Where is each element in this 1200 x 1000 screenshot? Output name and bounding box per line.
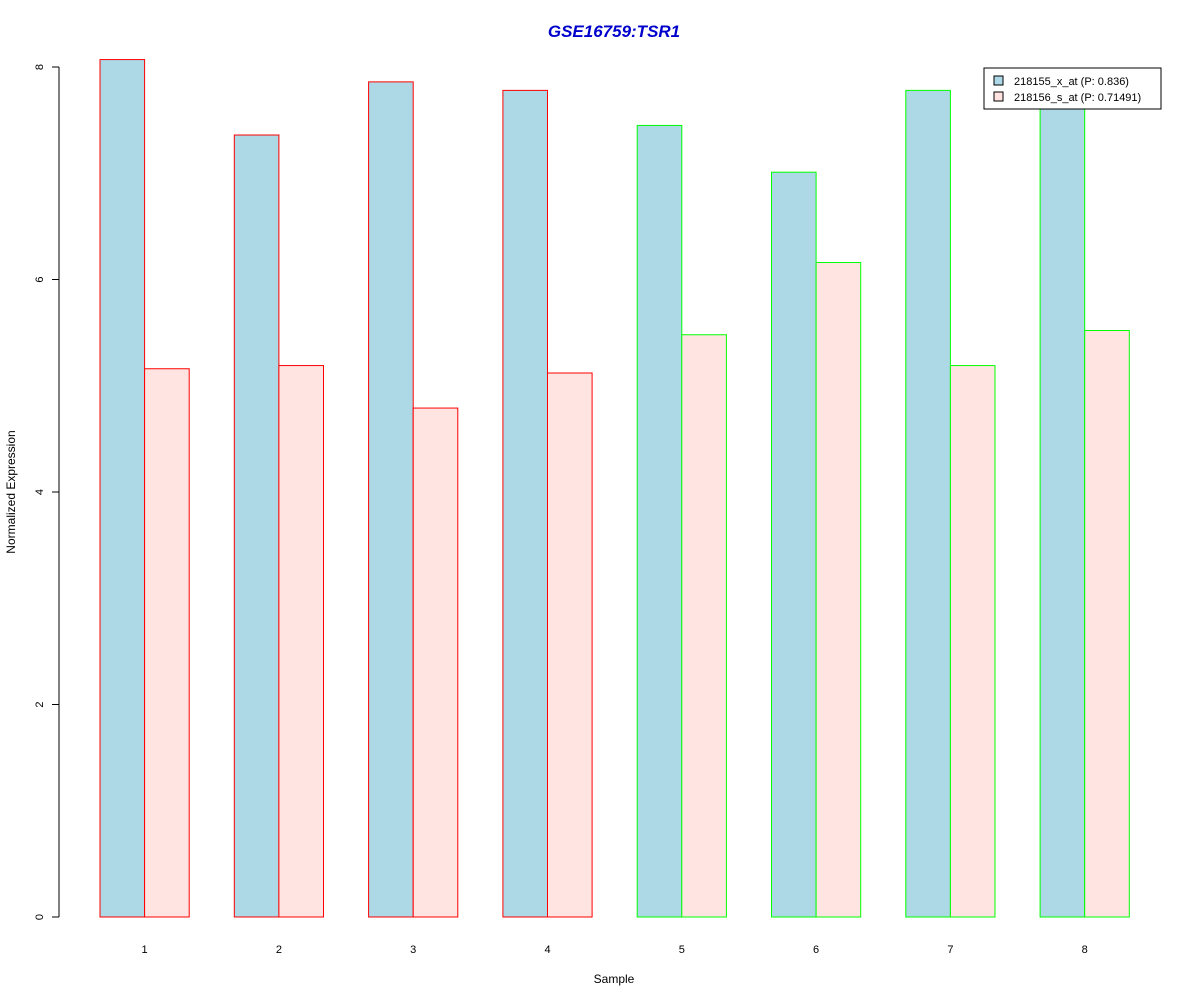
- y-tick-label: 8: [34, 64, 46, 70]
- bar: [815, 262, 862, 918]
- bar: [278, 365, 324, 918]
- bar: [681, 334, 727, 918]
- legend-swatch: [993, 91, 1004, 102]
- bar: [1039, 102, 1086, 918]
- x-tick-label: 4: [544, 944, 550, 956]
- legend-swatch: [993, 75, 1004, 86]
- legend: 218155_x_at (P: 0.836) 218156_s_at (P: 0.…: [983, 67, 1162, 110]
- x-tick-label: 5: [679, 944, 685, 956]
- x-axis: 1 2 3 4 5 6 7 8: [142, 944, 1088, 956]
- bar: [233, 134, 280, 918]
- y-tick-label: 0: [34, 914, 46, 920]
- x-tick-label: 3: [410, 944, 416, 956]
- x-tick-label: 2: [276, 944, 282, 956]
- x-tick-label: 7: [947, 944, 953, 956]
- bar: [1084, 330, 1130, 918]
- bars-group: [99, 59, 1130, 918]
- legend-label: 218156_s_at (P: 0.71491): [1014, 92, 1141, 104]
- bar: [368, 81, 414, 918]
- x-axis-label: Sample: [594, 972, 635, 986]
- bar: [771, 171, 817, 918]
- bar: [502, 89, 548, 918]
- y-tick-label: 6: [34, 276, 46, 282]
- bar: [949, 365, 996, 918]
- y-axis: 0 2 4 6 8: [34, 64, 60, 920]
- y-axis-label: Normalized Expression: [4, 430, 18, 553]
- legend-box: [983, 67, 1162, 110]
- chart-title: GSE16759:TSR1: [548, 22, 680, 41]
- x-tick-label: 8: [1082, 944, 1088, 956]
- y-tick-label: 4: [34, 489, 46, 495]
- bar: [99, 59, 146, 918]
- x-tick-label: 1: [142, 944, 148, 956]
- legend-label: 218155_x_at (P: 0.836): [1014, 76, 1129, 88]
- bar: [144, 368, 190, 918]
- bar: [547, 372, 593, 918]
- x-tick-label: 6: [813, 944, 819, 956]
- bar: [412, 407, 459, 918]
- bar: [636, 124, 683, 918]
- y-tick-label: 2: [34, 701, 46, 707]
- bar: [905, 89, 951, 918]
